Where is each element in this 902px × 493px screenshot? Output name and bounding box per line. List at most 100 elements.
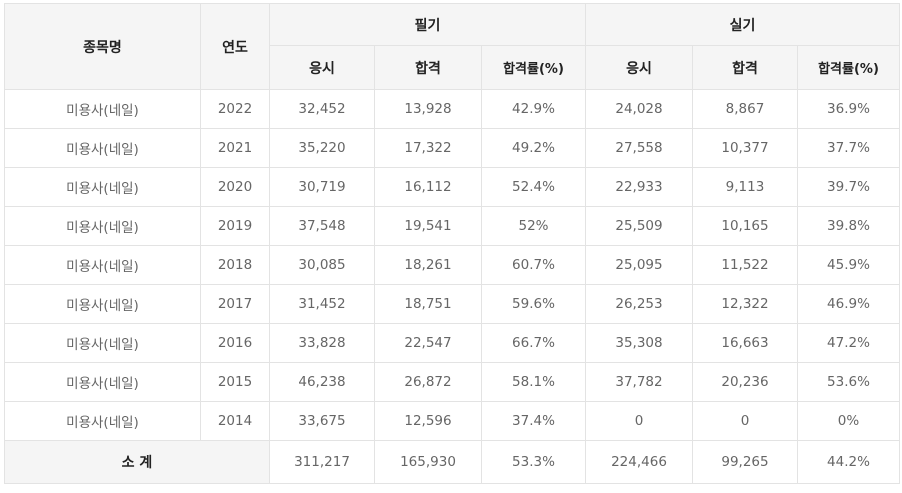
cell-practical-pass: 16,663 (692, 323, 798, 363)
cell-practical-pass: 11,522 (692, 245, 798, 285)
cell-written-rate: 42.9% (481, 89, 586, 129)
total-row: 소 계 311,217 165,930 53.3% 224,466 99,265… (4, 440, 900, 484)
table-row: 미용사(네일) 2020 30,719 16,112 52.4% 22,933 9,113 3… (4, 167, 900, 207)
cell-practical-pass: 20,236 (692, 362, 798, 402)
stats-table-container: 종목명 연도 필기 실기 응시 합격 합격률(%) 응시 합격 합격률(%) 미… (4, 3, 900, 484)
cell-practical-pass: 10,165 (692, 206, 798, 246)
exam-stats-table: 종목명 연도 필기 실기 응시 합격 합격률(%) 응시 합격 합격률(%) 미… (4, 3, 900, 484)
cell-written-pass: 22,547 (374, 323, 482, 363)
cell-year: 2019 (200, 206, 270, 246)
cell-practical-apply: 27,558 (585, 128, 693, 168)
cell-name: 미용사(네일) (4, 89, 201, 129)
cell-written-apply: 33,675 (269, 401, 375, 441)
cell-written-pass: 16,112 (374, 167, 482, 207)
header-name: 종목명 (4, 3, 201, 90)
cell-written-pass: 18,261 (374, 245, 482, 285)
cell-written-apply: 31,452 (269, 284, 375, 324)
cell-year: 2017 (200, 284, 270, 324)
table-row: 미용사(네일) 2017 31,452 18,751 59.6% 26,253 12,322… (4, 284, 900, 324)
cell-written-pass: 17,322 (374, 128, 482, 168)
cell-practical-rate: 39.7% (797, 167, 900, 207)
total-practical-rate: 44.2% (797, 440, 900, 484)
cell-name: 미용사(네일) (4, 323, 201, 363)
header-written-apply: 응시 (269, 45, 375, 90)
cell-written-pass: 13,928 (374, 89, 482, 129)
header-practical-apply: 응시 (585, 45, 693, 90)
cell-written-apply: 37,548 (269, 206, 375, 246)
header-practical-pass: 합격 (692, 45, 798, 90)
cell-name: 미용사(네일) (4, 362, 201, 402)
cell-year: 2020 (200, 167, 270, 207)
cell-written-apply: 46,238 (269, 362, 375, 402)
cell-practical-pass: 12,322 (692, 284, 798, 324)
header-written-pass: 합격 (374, 45, 482, 90)
cell-year: 2016 (200, 323, 270, 363)
cell-written-pass: 26,872 (374, 362, 482, 402)
cell-name: 미용사(네일) (4, 128, 201, 168)
cell-written-rate: 49.2% (481, 128, 586, 168)
cell-written-apply: 30,085 (269, 245, 375, 285)
total-practical-apply: 224,466 (585, 440, 693, 484)
total-practical-pass: 99,265 (692, 440, 798, 484)
cell-practical-pass: 9,113 (692, 167, 798, 207)
total-written-pass: 165,930 (374, 440, 482, 484)
cell-name: 미용사(네일) (4, 284, 201, 324)
total-written-rate: 53.3% (481, 440, 586, 484)
cell-written-rate: 60.7% (481, 245, 586, 285)
table-row: 미용사(네일) 2015 46,238 26,872 58.1% 37,782 20,236… (4, 362, 900, 402)
cell-written-rate: 37.4% (481, 401, 586, 441)
cell-name: 미용사(네일) (4, 245, 201, 285)
cell-year: 2021 (200, 128, 270, 168)
cell-practical-apply: 26,253 (585, 284, 693, 324)
cell-practical-apply: 0 (585, 401, 693, 441)
cell-practical-pass: 10,377 (692, 128, 798, 168)
cell-written-rate: 52.4% (481, 167, 586, 207)
table-row: 미용사(네일) 2016 33,828 22,547 66.7% 35,308 16,663… (4, 323, 900, 363)
header-written-rate: 합격률(%) (481, 45, 586, 90)
cell-written-rate: 52% (481, 206, 586, 246)
cell-written-apply: 33,828 (269, 323, 375, 363)
cell-written-apply: 30,719 (269, 167, 375, 207)
table-row: 미용사(네일) 2022 32,452 13,928 42.9% 24,028 8,867 3… (4, 89, 900, 129)
cell-practical-rate: 53.6% (797, 362, 900, 402)
cell-name: 미용사(네일) (4, 206, 201, 246)
cell-practical-apply: 22,933 (585, 167, 693, 207)
table-row: 미용사(네일) 2019 37,548 19,541 52% 25,509 10,165 39… (4, 206, 900, 246)
table-row: 미용사(네일) 2018 30,085 18,261 60.7% 25,095 11,522… (4, 245, 900, 285)
cell-practical-rate: 37.7% (797, 128, 900, 168)
cell-written-rate: 59.6% (481, 284, 586, 324)
cell-practical-rate: 47.2% (797, 323, 900, 363)
cell-practical-rate: 45.9% (797, 245, 900, 285)
cell-practical-apply: 25,095 (585, 245, 693, 285)
cell-written-apply: 32,452 (269, 89, 375, 129)
cell-practical-apply: 35,308 (585, 323, 693, 363)
cell-practical-apply: 24,028 (585, 89, 693, 129)
header-year: 연도 (200, 3, 270, 90)
header-practical: 실기 (585, 3, 900, 46)
total-written-apply: 311,217 (269, 440, 375, 484)
cell-written-apply: 35,220 (269, 128, 375, 168)
cell-written-rate: 66.7% (481, 323, 586, 363)
header-row-top: 종목명 연도 필기 실기 (4, 3, 900, 90)
cell-year: 2015 (200, 362, 270, 402)
cell-name: 미용사(네일) (4, 167, 201, 207)
cell-year: 2018 (200, 245, 270, 285)
cell-written-pass: 19,541 (374, 206, 482, 246)
cell-practical-rate: 39.8% (797, 206, 900, 246)
cell-written-rate: 58.1% (481, 362, 586, 402)
cell-written-pass: 18,751 (374, 284, 482, 324)
cell-year: 2022 (200, 89, 270, 129)
table-row: 미용사(네일) 2014 33,675 12,596 37.4% 0 0 0% (4, 401, 900, 441)
cell-practical-apply: 37,782 (585, 362, 693, 402)
cell-practical-pass: 8,867 (692, 89, 798, 129)
cell-practical-apply: 25,509 (585, 206, 693, 246)
cell-year: 2014 (200, 401, 270, 441)
header-written: 필기 (269, 3, 586, 46)
cell-practical-pass: 0 (692, 401, 798, 441)
cell-written-pass: 12,596 (374, 401, 482, 441)
header-practical-rate: 합격률(%) (797, 45, 900, 90)
cell-practical-rate: 36.9% (797, 89, 900, 129)
table-row: 미용사(네일) 2021 35,220 17,322 49.2% 27,558 10,377… (4, 128, 900, 168)
cell-practical-rate: 46.9% (797, 284, 900, 324)
total-label: 소 계 (4, 440, 270, 484)
